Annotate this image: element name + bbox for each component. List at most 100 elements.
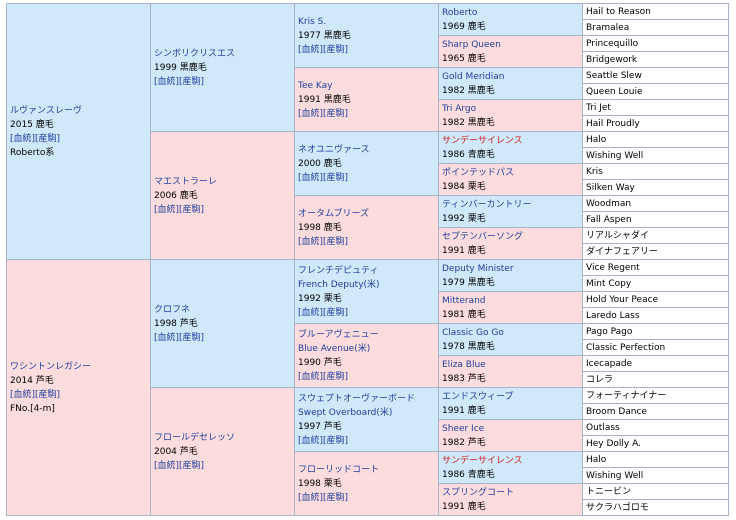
horse-name[interactable]: フォーティナイナー <box>586 391 667 401</box>
horse-name[interactable]: ルヴァンスレーヴ <box>10 106 82 116</box>
progeny-link[interactable]: [産駒] <box>323 109 349 119</box>
progeny-link[interactable]: [産駒] <box>323 45 349 55</box>
horse-name[interactable]: ブルーアヴェニュー <box>298 330 379 340</box>
horse-name[interactable]: サクラハゴロモ <box>586 503 649 513</box>
progeny-link[interactable]: [産駒] <box>323 308 349 318</box>
horse-name[interactable]: コレラ <box>586 375 614 385</box>
bloodline-link[interactable]: [血統] <box>298 109 324 119</box>
horse-cell-g5: Hail to Reason <box>582 3 729 20</box>
horse-cell-g5: Silken Way <box>582 179 729 196</box>
progeny-link[interactable]: [産駒] <box>179 461 205 471</box>
horse-name[interactable]: サンデーサイレンス <box>442 136 523 146</box>
horse-name[interactable]: Wishing Well <box>586 471 644 481</box>
coat-color: 鹿毛 <box>179 191 198 201</box>
bloodline-link[interactable]: [血統] <box>154 333 180 343</box>
horse-name[interactable]: Sharp Queen <box>442 40 501 50</box>
horse-name[interactable]: スプリングコート <box>442 488 515 498</box>
horse-name[interactable]: Roberto <box>442 8 478 18</box>
horse-alt-name[interactable]: French Deputy(米) <box>298 280 380 290</box>
bloodline-link[interactable]: [血統] <box>298 372 324 382</box>
bloodline-link[interactable]: [血統] <box>298 237 324 247</box>
horse-name[interactable]: サンデーサイレンス <box>442 456 523 466</box>
horse-name[interactable]: マエストラーレ <box>154 177 218 187</box>
horse-name[interactable]: Wishing Well <box>586 151 644 161</box>
horse-name[interactable]: Princequillo <box>586 39 639 49</box>
horse-name[interactable]: Hey Dolly A. <box>586 439 641 449</box>
horse-alt-name[interactable]: Swept Overboard(米) <box>298 408 393 418</box>
horse-name[interactable]: フローリッドコート <box>298 465 380 475</box>
horse-name[interactable]: Mint Copy <box>586 279 632 289</box>
horse-name[interactable]: ティンバーカントリー <box>442 200 532 210</box>
horse-name[interactable]: ポインテッドパス <box>442 168 515 178</box>
bloodline-link[interactable]: [血統] <box>10 390 36 400</box>
horse-name[interactable]: ワシントンレガシー <box>10 362 92 372</box>
horse-name[interactable]: Outlass <box>586 423 620 433</box>
bloodline-link[interactable]: [血統] <box>298 45 324 55</box>
horse-name[interactable]: フレンチデピュティ <box>298 266 379 276</box>
horse-name[interactable]: Woodman <box>586 199 632 209</box>
horse-name[interactable]: セプテンバーソング <box>442 232 524 242</box>
horse-name[interactable]: Hold Your Peace <box>586 295 659 305</box>
horse-name[interactable]: Halo <box>586 455 607 465</box>
horse-cell-g3: Kris S. 1977 黒鹿毛 [血統][産駒] <box>294 3 439 68</box>
horse-name[interactable]: Queen Louie <box>586 87 643 97</box>
horse-alt-name[interactable]: Blue Avenue(米) <box>298 344 371 354</box>
horse-name[interactable]: Deputy Minister <box>442 264 514 274</box>
horse-name[interactable]: トニービン <box>586 487 632 497</box>
horse-name[interactable]: Pago Pago <box>586 327 633 337</box>
horse-name[interactable]: Gold Meridian <box>442 72 505 82</box>
progeny-link[interactable]: [産駒] <box>179 77 205 87</box>
progeny-link[interactable]: [産駒] <box>179 205 205 215</box>
bloodline-link[interactable]: [血統] <box>154 461 180 471</box>
horse-name[interactable]: Bramalea <box>586 23 630 33</box>
horse-name[interactable]: ネオユニヴァース <box>298 145 370 155</box>
progeny-link[interactable]: [産駒] <box>179 333 205 343</box>
horse-name[interactable]: オータムブリーズ <box>298 209 370 219</box>
horse-name[interactable]: Hail Proudly <box>586 119 640 129</box>
progeny-link[interactable]: [産駒] <box>323 436 349 446</box>
horse-name[interactable]: クロフネ <box>154 305 191 315</box>
horse-name[interactable]: Tri Argo <box>442 104 477 114</box>
horse-name[interactable]: Mitterand <box>442 296 486 306</box>
horse-name[interactable]: Sheer Ice <box>442 424 485 434</box>
horse-name[interactable]: Fall Aspen <box>586 215 632 225</box>
coat-color: 黒鹿毛 <box>467 118 495 128</box>
horse-name[interactable]: Hail to Reason <box>586 7 651 17</box>
bloodline-link[interactable]: [血統] <box>298 308 324 318</box>
progeny-link[interactable]: [産駒] <box>35 390 61 400</box>
horse-name[interactable]: エンドスウィープ <box>442 392 514 402</box>
bloodline-link[interactable]: [血統] <box>10 134 36 144</box>
horse-name[interactable]: スウェプトオーヴァーボード <box>298 394 416 404</box>
pedigree-row: Hey Dolly A. <box>7 435 729 452</box>
bloodline-link[interactable]: [血統] <box>154 205 180 215</box>
progeny-link[interactable]: [産駒] <box>35 134 61 144</box>
horse-cell-g5: Classic Perfection <box>582 339 729 356</box>
horse-name[interactable]: ダイナフェアリー <box>586 247 658 257</box>
horse-name[interactable]: Classic Go Go <box>442 328 504 338</box>
progeny-link[interactable]: [産駒] <box>323 493 349 503</box>
horse-name[interactable]: Kris S. <box>298 17 327 27</box>
progeny-link[interactable]: [産駒] <box>323 372 349 382</box>
horse-name[interactable]: Tee Kay <box>298 81 333 91</box>
horse-name[interactable]: Seattle Slew <box>586 71 642 81</box>
horse-name[interactable]: リアルシャダイ <box>586 231 649 241</box>
horse-name[interactable]: Bridgework <box>586 55 638 65</box>
bloodline-link[interactable]: [血統] <box>154 77 180 87</box>
horse-name[interactable]: Laredo Lass <box>586 311 640 321</box>
horse-name[interactable]: Silken Way <box>586 183 635 193</box>
progeny-link[interactable]: [産駒] <box>323 237 349 247</box>
bloodline-link[interactable]: [血統] <box>298 173 324 183</box>
horse-name[interactable]: Icecapade <box>586 359 633 369</box>
horse-name[interactable]: Eliza Blue <box>442 360 486 370</box>
horse-name[interactable]: Broom Dance <box>586 407 647 417</box>
bloodline-link[interactable]: [血統] <box>298 436 324 446</box>
bloodline-link[interactable]: [血統] <box>298 493 324 503</box>
horse-name[interactable]: Halo <box>586 135 607 145</box>
horse-name[interactable]: Vice Regent <box>586 263 640 273</box>
horse-name[interactable]: Tri Jet <box>586 103 611 113</box>
horse-name[interactable]: Classic Perfection <box>586 343 666 353</box>
horse-name[interactable]: Kris <box>586 167 603 177</box>
horse-name[interactable]: シンボリクリスエス <box>154 49 236 59</box>
horse-name[interactable]: フロールデセレッソ <box>154 433 236 443</box>
progeny-link[interactable]: [産駒] <box>323 173 349 183</box>
